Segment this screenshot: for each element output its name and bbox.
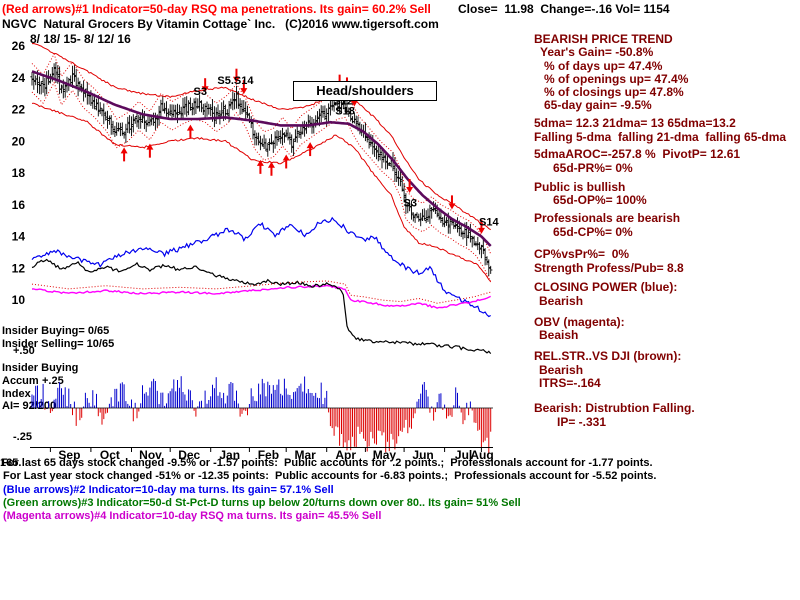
indicator3-legend: (Green arrows)#3 Indicator=50-d St-Pct-D… — [3, 497, 521, 509]
month-label: Jul — [455, 448, 472, 462]
accum-scale-minus25: -.25 — [13, 431, 32, 443]
right-panel-line: 65d-CP%= 0% — [553, 225, 633, 239]
price-tick-label: 20 — [12, 134, 26, 148]
right-panel-line: BEARISH PRICE TREND — [534, 32, 673, 46]
right-panel-line: REL.STR..VS DJI (brown): — [534, 349, 682, 363]
right-panel-line: 65-day gain= -9.5% — [544, 98, 652, 112]
signal-label: S14 — [479, 216, 499, 228]
right-panel-line: Public is bullish — [534, 180, 626, 194]
right-panel-line: Falling 5-dma falling 21-dma falling 65-… — [534, 130, 787, 144]
month-label: Jun — [412, 448, 433, 462]
right-panel-line: CP%vsPr%= 0% — [534, 247, 630, 261]
sell-arrow — [240, 80, 248, 95]
sell-arrow — [477, 219, 485, 234]
sell-arrow — [201, 78, 209, 93]
right-panel-line: OBV (magenta): — [534, 315, 625, 329]
insider-buying-count: Insider Buying= 0/65 — [2, 325, 110, 337]
sell-arrow — [406, 179, 414, 194]
ma65-line — [31, 70, 492, 247]
month-label: Mar — [295, 448, 317, 462]
signal-label: S5.S14 — [217, 75, 254, 87]
right-panel-line: IP= -.331 — [557, 415, 607, 429]
sell-arrow — [448, 195, 456, 210]
obv-line — [31, 284, 491, 309]
footer-stat-year: For Last year stock changed -51% or -12.… — [3, 470, 657, 482]
buy-arrow — [306, 142, 314, 157]
right-panel-line: Year's Gain= -50.8% — [540, 45, 654, 59]
price-tick-label: 14 — [12, 230, 26, 244]
right-panel-line: % of days up= 47.4% — [544, 59, 663, 73]
buy-arrow — [120, 147, 128, 162]
right-panel-line: % of closings up= 47.8% — [544, 85, 684, 99]
accum-scale-plus25: +.25 — [42, 375, 64, 387]
quote-line: Close= 11.98 Change=-.16 Vol= 1154 — [458, 2, 670, 16]
indicator4-legend: (Magenta arrows)#4 Indicator=10-day RSQ … — [3, 510, 382, 522]
text-overlap-artifact: 165. — [0, 457, 22, 469]
right-panel-line: Bearish — [539, 363, 584, 377]
accum-scale-plus50: +.50 — [13, 345, 35, 357]
indicator2-legend: (Blue arrows)#2 Indicator=10-day ma turn… — [3, 484, 334, 496]
indicator1-legend: (Red arrows)#1 Indicator=50-day RSQ ma p… — [2, 2, 431, 16]
right-panel-line: Strength Profess/Pub= 8.8 — [534, 261, 684, 275]
price-tick-label: 26 — [12, 39, 26, 53]
price-tick-label: 10 — [12, 293, 26, 307]
month-label: Aug — [470, 448, 493, 462]
footer-stat-65day: For last 65 days stock changed -9.5% or … — [1, 457, 653, 469]
buy-arrow — [267, 161, 275, 176]
right-panel-line: 65d-OP%= 100% — [553, 193, 647, 207]
insider-buying-label: Insider Buying — [2, 362, 79, 374]
month-label: May — [373, 448, 397, 462]
month-label: Oct — [100, 448, 120, 462]
right-panel-line: % of openings up= 47.4% — [544, 72, 689, 86]
right-panel-line: 5dma= 12.3 21dma= 13 65dma=13.2 — [534, 116, 736, 130]
price-tick-label: 22 — [12, 103, 26, 117]
upper-band-line — [31, 42, 491, 231]
right-panel-line: Professionals are bearish — [534, 211, 681, 225]
signal-label: S18 — [335, 105, 355, 117]
lower-band-line — [31, 102, 492, 282]
month-label: Jan — [219, 448, 240, 462]
relative-strength-line — [31, 258, 492, 354]
upper-dotted-line — [31, 52, 492, 255]
closing-power-line — [31, 216, 491, 318]
price-tick-label: 12 — [12, 261, 26, 275]
accum-histogram — [31, 376, 492, 454]
signal-label: S3 — [194, 86, 207, 98]
right-panel-line: ITRS=-.164 — [539, 376, 601, 390]
buy-arrow — [186, 124, 194, 139]
right-panel-line: Bearish — [539, 294, 584, 308]
price-tick-label: 18 — [12, 166, 26, 180]
index-label: Index — [2, 388, 31, 400]
month-label: Dec — [178, 448, 200, 462]
month-label: Apr — [335, 448, 356, 462]
title-line: NGVC Natural Grocers By Vitamin Cottage`… — [2, 17, 439, 31]
right-panel-line: 65d-PR%= 0% — [553, 161, 633, 175]
buy-arrow — [256, 159, 264, 174]
signal-label: S3 — [404, 197, 417, 209]
right-panel-line: Beaish — [539, 328, 579, 342]
accum-label: Accum — [2, 375, 39, 387]
price-tick-label: 24 — [12, 71, 26, 85]
sell-arrow — [232, 68, 240, 83]
month-label: Feb — [258, 448, 279, 462]
buy-arrow — [282, 154, 290, 169]
date-range: 8/ 18/ 15- 8/ 12/ 16 — [30, 32, 131, 46]
month-label: Sep — [58, 448, 80, 462]
right-panel-line: 5dmaAROC=-257.8 % PivotP= 12.61 — [534, 147, 741, 161]
right-panel-line: CLOSING POWER (blue): — [534, 280, 678, 294]
lower-dotted-line — [31, 81, 492, 283]
right-panel-line: Bearish: Distrubtion Falling. — [534, 401, 695, 415]
month-label: Nov — [139, 448, 162, 462]
insider-selling-count: Insider Selling= 10/65 — [2, 338, 115, 350]
buy-arrow — [146, 143, 154, 158]
price-tick-label: 16 — [12, 198, 26, 212]
head-shoulders-label: Head/shoulders — [293, 81, 437, 101]
